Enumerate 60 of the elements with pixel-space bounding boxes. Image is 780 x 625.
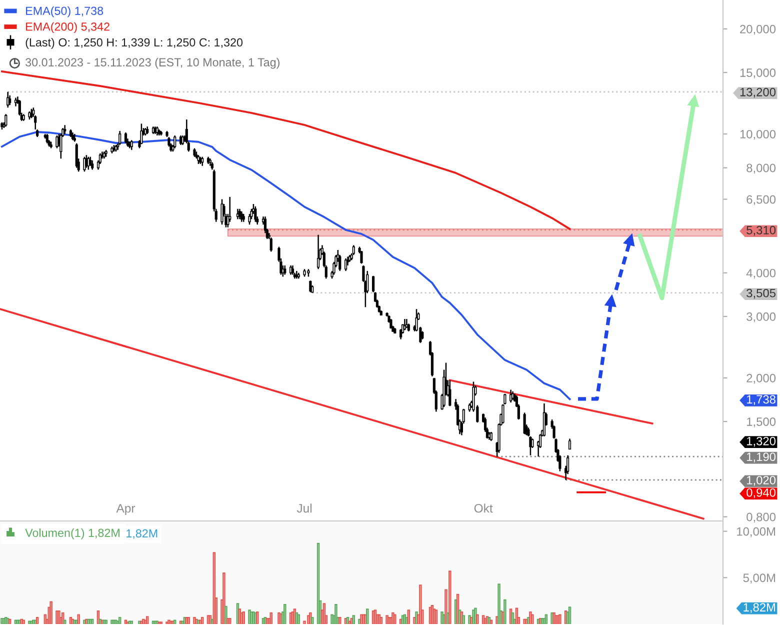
candlestick [248, 213, 251, 226]
candlestick [568, 438, 572, 450]
line-series [0, 70, 571, 230]
candlestick [238, 208, 241, 220]
candlestick [316, 234, 320, 270]
candlestick [140, 123, 143, 145]
candlestick [89, 156, 92, 167]
y-tick-label: 13,200 [740, 88, 776, 98]
y-tick-label: 1,020 [747, 476, 776, 486]
y-tick-label: 3,505 [746, 288, 776, 299]
candlestick [220, 198, 224, 226]
y-tick-label: 1,190 [747, 452, 776, 462]
x-tick-label: Jul [296, 504, 312, 513]
legend-label: EMA(200) 5,342 [26, 22, 110, 34]
candlestick [360, 250, 363, 264]
legend-label: (Last) O: 1,250 H: 1,339 L: 1,250 C: 1,320 [26, 38, 243, 49]
y-tick-label: 1,738 [747, 395, 776, 406]
candlestick [168, 136, 170, 148]
annotation: 1,82M [126, 529, 158, 539]
y-tick-label: 4,000 [746, 268, 776, 279]
candlestick [56, 134, 58, 149]
candlestick [87, 156, 90, 170]
candlestick [448, 380, 452, 407]
candlestick [291, 264, 294, 276]
candlestick [8, 94, 12, 106]
candlestick [399, 328, 402, 340]
candlestick [118, 130, 122, 146]
y-tick-label: 3,000 [746, 312, 776, 322]
y-tick-label: 10,00M [737, 527, 776, 538]
y-tick-label: 2,000 [746, 374, 776, 384]
candlestick [338, 254, 342, 272]
y-tick-label: 20,000 [740, 24, 776, 35]
legend-label: EMA(50) 1,738 [26, 6, 104, 18]
candlestick [174, 134, 176, 149]
y-tick-label: 15,000 [740, 68, 776, 78]
y-tick-label: 1,320 [747, 436, 776, 447]
y-tick-label: 8,000 [746, 164, 776, 174]
y-tick-label: 0,800 [746, 512, 776, 523]
candlestick [284, 264, 286, 276]
y-tick-label: 1,500 [747, 417, 776, 428]
y-tick-label: 5,310 [746, 226, 776, 236]
candlestick [75, 142, 78, 168]
y-tick-label: 1,82M [744, 603, 776, 613]
legend-label: Volumen(1) 1,82M [25, 528, 120, 540]
candlestick [201, 156, 204, 167]
x-tick-label: Okt [474, 504, 493, 513]
candlestick [124, 132, 128, 144]
annotation: 30.01.2023 - 15.11.2023 (EST, 10 Monate, 1 Tag) [26, 58, 280, 69]
y-tick-label: 0,940 [746, 488, 776, 498]
candlestick [254, 206, 257, 222]
y-tick-label: 5,00M [743, 574, 776, 584]
x-tick-label: Apr [116, 504, 136, 516]
y-tick-label: 10,000 [740, 130, 776, 140]
candlestick [91, 160, 94, 170]
y-tick-label: 6,500 [746, 195, 776, 206]
candlestick [4, 113, 8, 128]
candlestick [83, 156, 86, 172]
candlestick [270, 236, 272, 252]
candlestick [30, 108, 33, 119]
candlestick [352, 244, 355, 256]
